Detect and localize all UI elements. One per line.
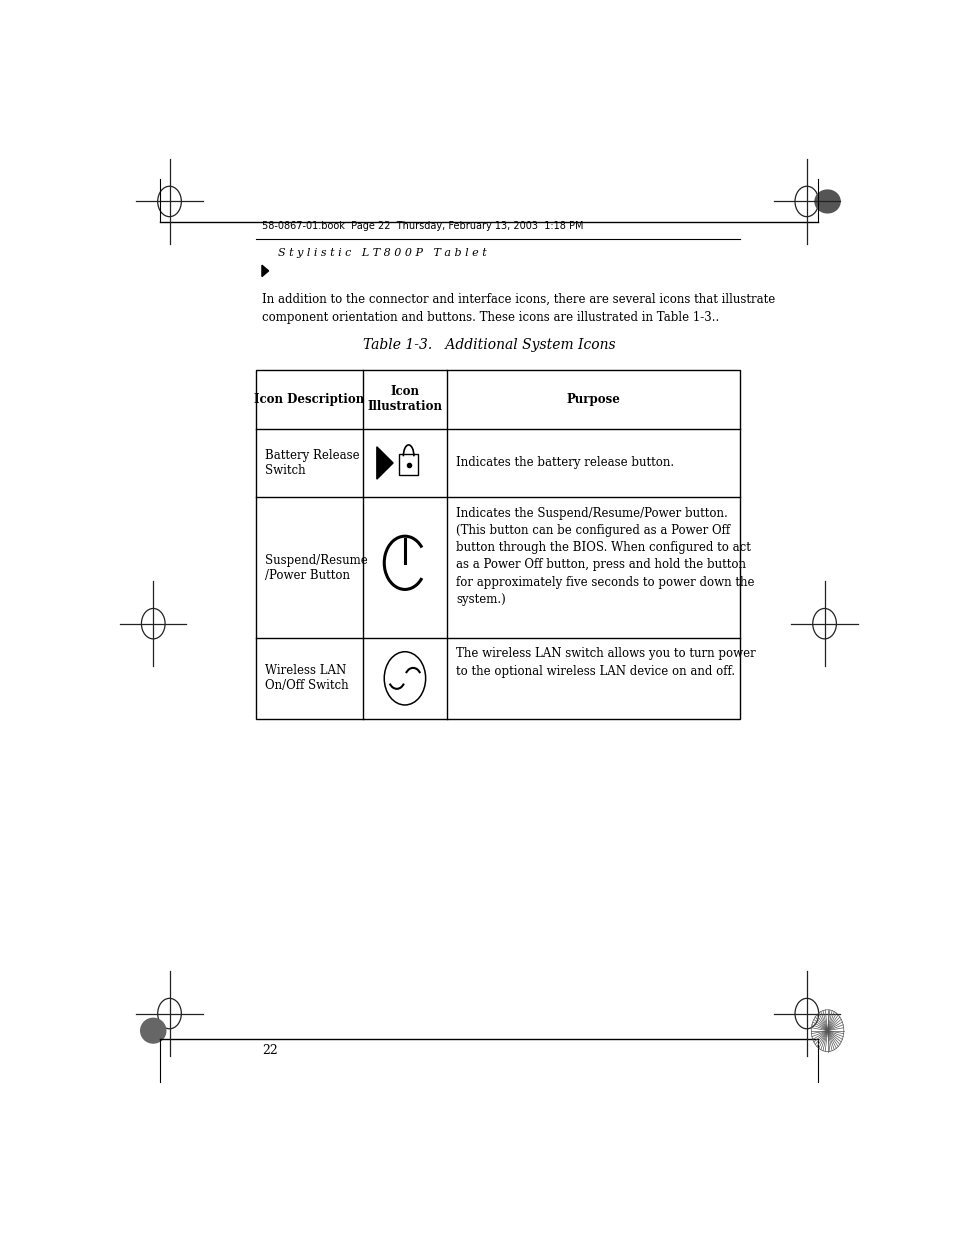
Text: Icon Description: Icon Description [253,393,364,406]
Text: Table 1-3.   Additional System Icons: Table 1-3. Additional System Icons [362,338,615,352]
Text: Wireless LAN
On/Off Switch: Wireless LAN On/Off Switch [265,664,348,693]
Text: Icon
Illustration: Icon Illustration [367,385,442,414]
Text: Suspend/Resume
/Power Button: Suspend/Resume /Power Button [265,553,367,582]
Text: Purpose: Purpose [566,393,620,406]
Text: Battery Release
Switch: Battery Release Switch [265,450,359,477]
Text: 22: 22 [262,1044,277,1057]
Text: 58-0867-01.book  Page 22  Thursday, February 13, 2003  1:18 PM: 58-0867-01.book Page 22 Thursday, Februa… [262,221,583,231]
Polygon shape [262,266,269,277]
Ellipse shape [140,1019,166,1044]
Text: Indicates the battery release button.: Indicates the battery release button. [456,457,674,469]
Polygon shape [376,447,393,479]
Bar [255,369,740,719]
Text: In addition to the connector and interface icons, there are several icons that i: In addition to the connector and interfa… [262,293,775,324]
Text: Indicates the Suspend/Resume/Power button.
(This button can be configured as a P: Indicates the Suspend/Resume/Power butto… [456,506,754,605]
Text: S t y l i s t i c   L T 8 0 0 P   T a b l e t: S t y l i s t i c L T 8 0 0 P T a b l e … [278,248,486,258]
Bar [398,454,417,475]
Text: The wireless LAN switch allows you to turn power
to the optional wireless LAN de: The wireless LAN switch allows you to tu… [456,647,755,678]
Ellipse shape [814,190,840,212]
